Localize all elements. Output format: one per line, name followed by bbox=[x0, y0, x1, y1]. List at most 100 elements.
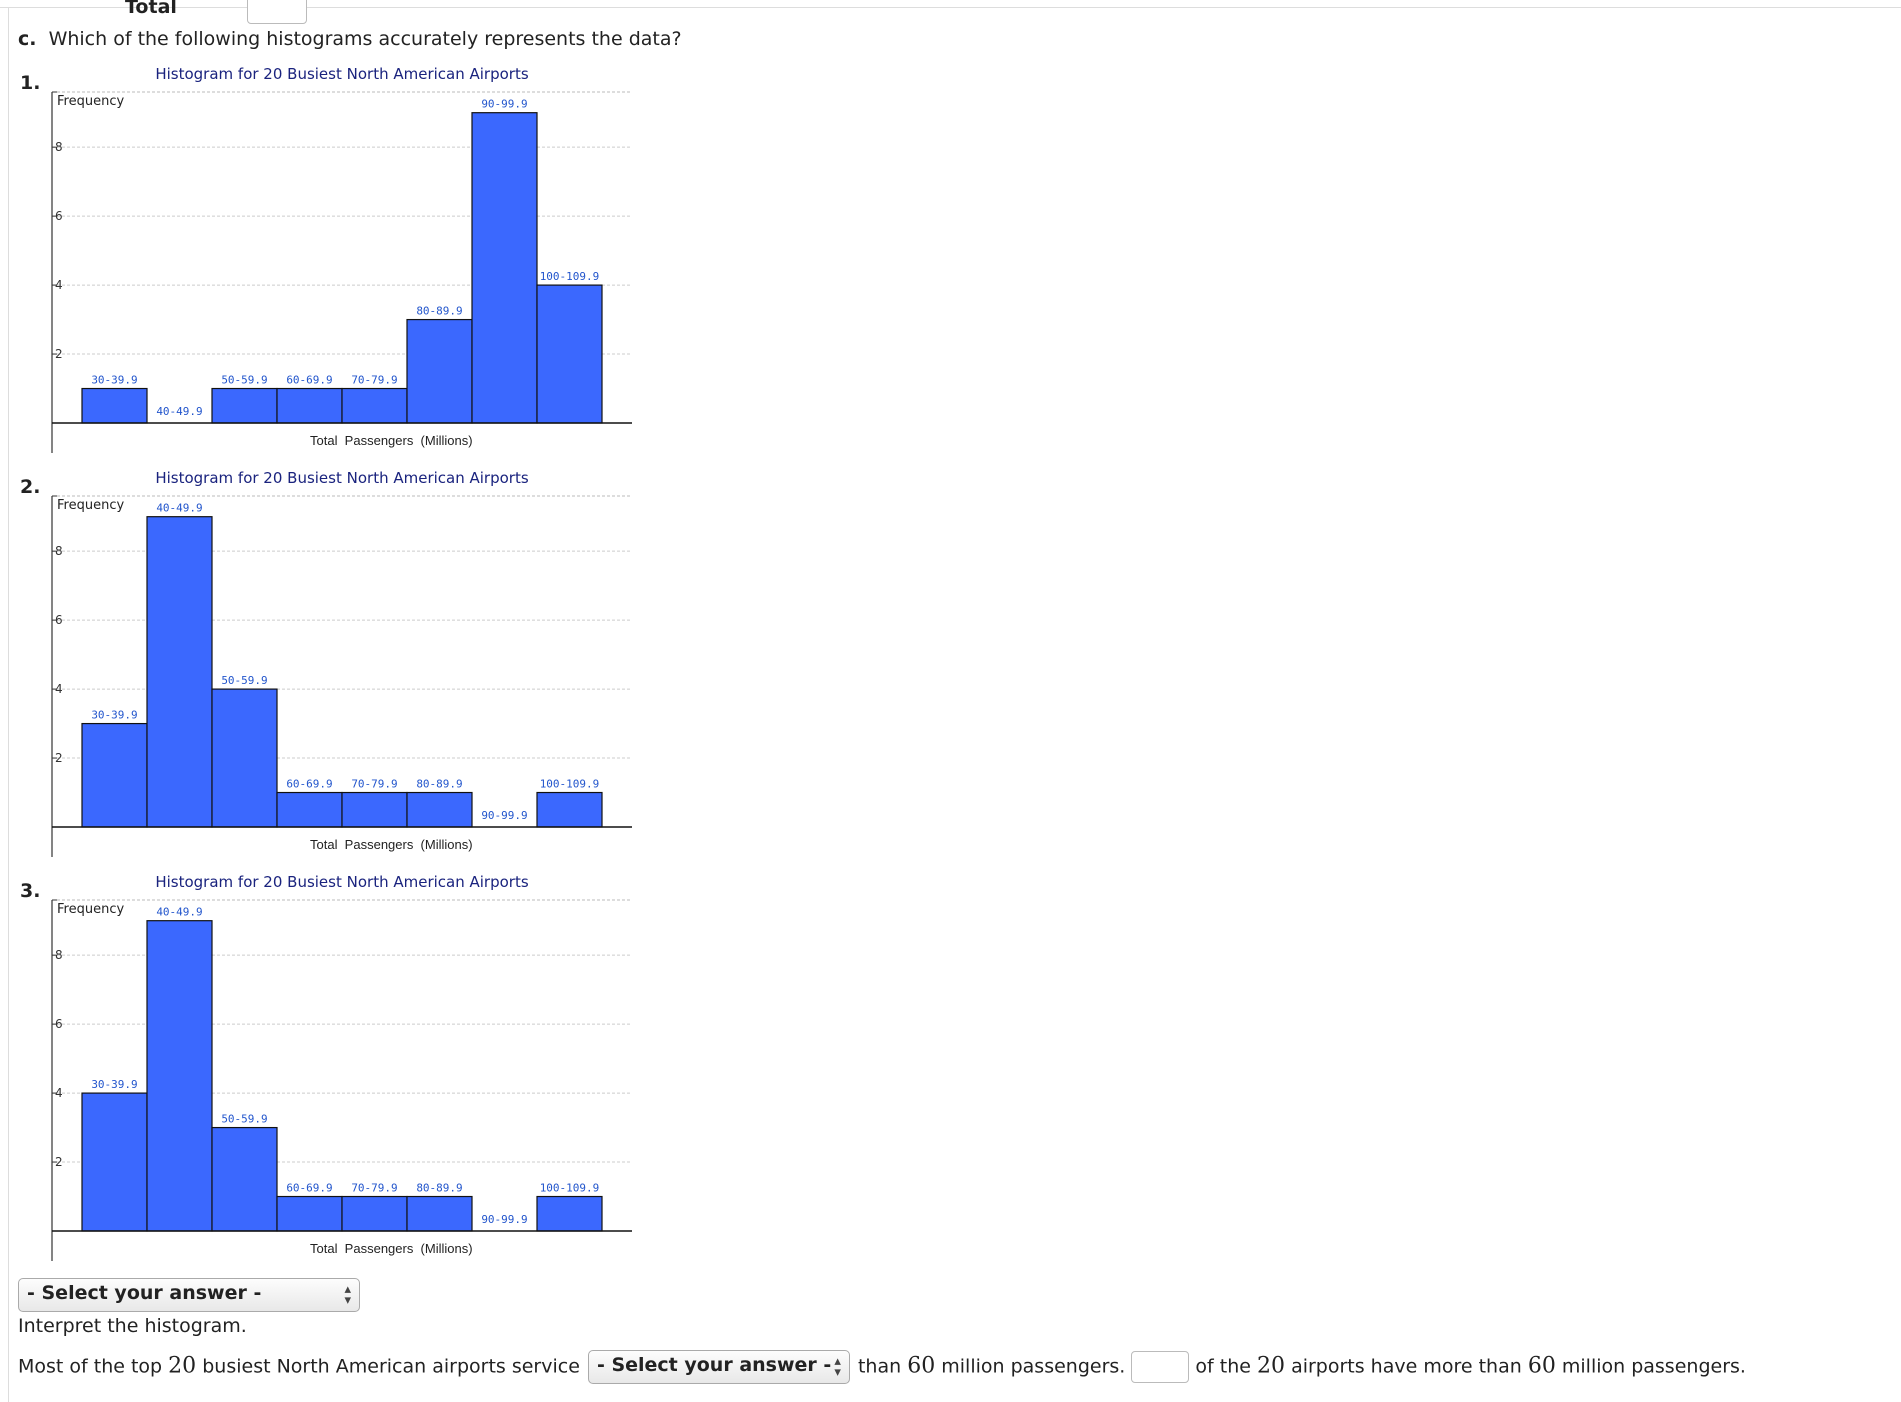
y-tick-label: 4 bbox=[55, 278, 63, 292]
histogram-bar bbox=[81, 387, 148, 424]
end-text: million passengers. bbox=[1561, 1355, 1746, 1378]
bar-label: 70-79.9 bbox=[351, 1182, 397, 1195]
bar-label: 70-79.9 bbox=[351, 374, 397, 387]
interpret-heading: Interpret the histogram. bbox=[18, 1315, 247, 1337]
y-tick-label: 2 bbox=[55, 1155, 63, 1169]
histogram-bar bbox=[81, 722, 148, 828]
bar-label: 100-109.9 bbox=[540, 778, 600, 791]
bar-label: 30-39.9 bbox=[91, 709, 137, 722]
bar-label: 90-99.9 bbox=[481, 98, 527, 111]
bar-label: 60-69.9 bbox=[286, 374, 332, 387]
left-divider bbox=[8, 7, 9, 1402]
y-axis-label: Frequency bbox=[57, 498, 124, 513]
x-axis-label: Total Passengers (Millions) bbox=[310, 1241, 473, 1256]
interpret-sentence: Most of the top 20 busiest North America… bbox=[18, 1350, 1746, 1384]
bar-label: 80-89.9 bbox=[416, 778, 462, 791]
histogram-bar bbox=[211, 387, 278, 424]
option-number-2: 2. bbox=[20, 476, 41, 498]
histogram-bar bbox=[406, 791, 473, 828]
x-axis-label: Total Passengers (Millions) bbox=[310, 837, 473, 852]
airport-count-input[interactable] bbox=[1131, 1351, 1190, 1383]
bar-label: 30-39.9 bbox=[91, 1078, 137, 1091]
number-20: 20 bbox=[168, 1353, 197, 1379]
option-number-1: 1. bbox=[20, 72, 41, 94]
histogram-bar bbox=[341, 387, 408, 424]
histogram-bar bbox=[536, 1195, 603, 1232]
histogram-bar bbox=[81, 1092, 148, 1232]
y-tick-label: 4 bbox=[55, 1086, 63, 1100]
bar-label: 70-79.9 bbox=[351, 778, 397, 791]
y-tick-label: 4 bbox=[55, 682, 63, 696]
sentence-mid: busiest North American airports service bbox=[202, 1355, 580, 1378]
y-tick-label: 6 bbox=[55, 209, 63, 223]
histogram-bar bbox=[536, 284, 603, 424]
y-tick-label: 6 bbox=[55, 1017, 63, 1031]
bar-label: 90-99.9 bbox=[481, 809, 527, 822]
y-tick-label: 2 bbox=[55, 751, 63, 765]
bar-label: 60-69.9 bbox=[286, 1182, 332, 1195]
histogram-bar bbox=[211, 688, 278, 828]
histogram-bar bbox=[276, 791, 343, 828]
y-tick-label: 6 bbox=[55, 613, 63, 627]
y-axis-label: Frequency bbox=[57, 902, 124, 917]
histogram-bar bbox=[341, 791, 408, 828]
more-fewer-select[interactable]: - Select your answer - ▴ ▾ bbox=[587, 1350, 850, 1384]
histogram-svg: Histogram for 20 Busiest North American … bbox=[51, 873, 632, 1261]
chart-title: Histogram for 20 Busiest North American … bbox=[155, 873, 529, 891]
y-axis-label: Frequency bbox=[57, 94, 124, 109]
after-select-text: than bbox=[857, 1355, 902, 1378]
histogram-option-1[interactable]: Histogram for 20 Busiest North American … bbox=[0, 60, 650, 460]
chart-title: Histogram for 20 Busiest North American … bbox=[155, 469, 529, 487]
histogram-svg: Histogram for 20 Busiest North American … bbox=[51, 469, 632, 857]
chart-title: Histogram for 20 Busiest North American … bbox=[155, 65, 529, 83]
bar-label: 80-89.9 bbox=[416, 1182, 462, 1195]
histogram-bar bbox=[536, 791, 603, 828]
bar-label: 50-59.9 bbox=[221, 374, 267, 387]
bar-label: 100-109.9 bbox=[540, 270, 600, 283]
top-divider bbox=[0, 7, 1901, 8]
histogram-answer-select[interactable]: - Select your answer - ▴ ▾ bbox=[18, 1278, 360, 1312]
y-tick-label: 2 bbox=[55, 347, 63, 361]
select-label: - Select your answer - bbox=[596, 1354, 832, 1376]
after-20-text: airports have more than bbox=[1291, 1355, 1522, 1378]
bar-label: 50-59.9 bbox=[221, 674, 267, 687]
bar-label: 30-39.9 bbox=[91, 374, 137, 387]
bar-label: 100-109.9 bbox=[540, 1182, 600, 1195]
bar-label: 40-49.9 bbox=[156, 405, 202, 418]
question-c: c. Which of the following histograms acc… bbox=[18, 28, 682, 50]
bar-label: 80-89.9 bbox=[416, 305, 462, 318]
histogram-bar bbox=[211, 1126, 278, 1232]
select-arrows-icon: ▴ ▾ bbox=[344, 1282, 351, 1308]
histogram-bar bbox=[341, 1195, 408, 1232]
bar-label: 50-59.9 bbox=[221, 1113, 267, 1126]
y-tick-label: 8 bbox=[55, 544, 63, 558]
previous-total-label: Total bbox=[125, 0, 177, 18]
question-text: Which of the following histograms accura… bbox=[48, 28, 682, 50]
bar-label: 60-69.9 bbox=[286, 778, 332, 791]
sentence-start: Most of the top bbox=[18, 1355, 163, 1378]
histogram-bar bbox=[471, 112, 538, 424]
histogram-option-3[interactable]: Histogram for 20 Busiest North American … bbox=[0, 868, 650, 1268]
histogram-bar bbox=[276, 387, 343, 424]
histogram-bar bbox=[276, 1195, 343, 1232]
x-axis-label: Total Passengers (Millions) bbox=[310, 433, 473, 448]
bar-label: 90-99.9 bbox=[481, 1213, 527, 1226]
y-tick-label: 8 bbox=[55, 140, 63, 154]
histogram-bar bbox=[406, 1195, 473, 1232]
select-arrows-icon: ▴ ▾ bbox=[834, 1354, 841, 1380]
number-20: 20 bbox=[1257, 1353, 1286, 1379]
histogram-bar bbox=[146, 920, 213, 1232]
y-tick-label: 8 bbox=[55, 948, 63, 962]
after-input-text: of the bbox=[1195, 1355, 1251, 1378]
part-letter: c. bbox=[18, 28, 37, 50]
number-60: 60 bbox=[907, 1353, 936, 1379]
histogram-bar bbox=[406, 318, 473, 424]
option-number-3: 3. bbox=[20, 880, 41, 902]
histogram-bar bbox=[146, 516, 213, 828]
histogram-option-2[interactable]: Histogram for 20 Busiest North American … bbox=[0, 464, 650, 864]
select-label: - Select your answer - bbox=[27, 1282, 262, 1304]
previous-total-input[interactable] bbox=[247, 0, 307, 24]
number-60: 60 bbox=[1527, 1353, 1556, 1379]
histogram-svg: Histogram for 20 Busiest North American … bbox=[51, 65, 632, 453]
after-60-text: million passengers. bbox=[941, 1355, 1126, 1378]
